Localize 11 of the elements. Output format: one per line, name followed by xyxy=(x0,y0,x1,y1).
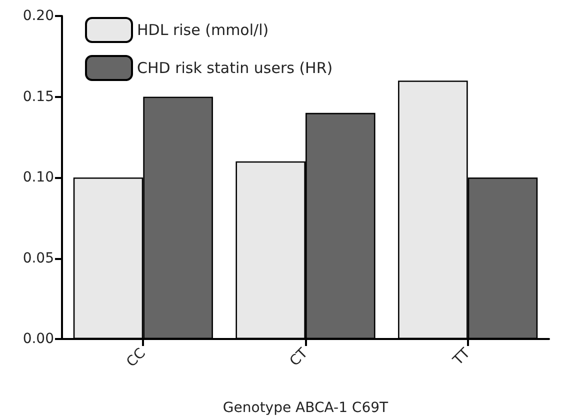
x-tick-label: CT xyxy=(286,345,312,370)
legend-label: HDL rise (mmol/l) xyxy=(137,21,269,39)
y-tick-label: 0.00 xyxy=(22,331,54,347)
y-tick-label: 0.10 xyxy=(22,170,54,186)
legend-label: CHD risk statin users (HR) xyxy=(137,59,333,77)
y-tick-label: 0.20 xyxy=(22,8,54,24)
x-tick-label: TT xyxy=(450,345,474,370)
y-tick-label: 0.05 xyxy=(22,250,54,266)
y-tick-label: 0.15 xyxy=(22,88,54,105)
x-tick-label: CC xyxy=(124,345,149,370)
x-axis-title: Genotype ABCA-1 C69T xyxy=(222,400,389,416)
